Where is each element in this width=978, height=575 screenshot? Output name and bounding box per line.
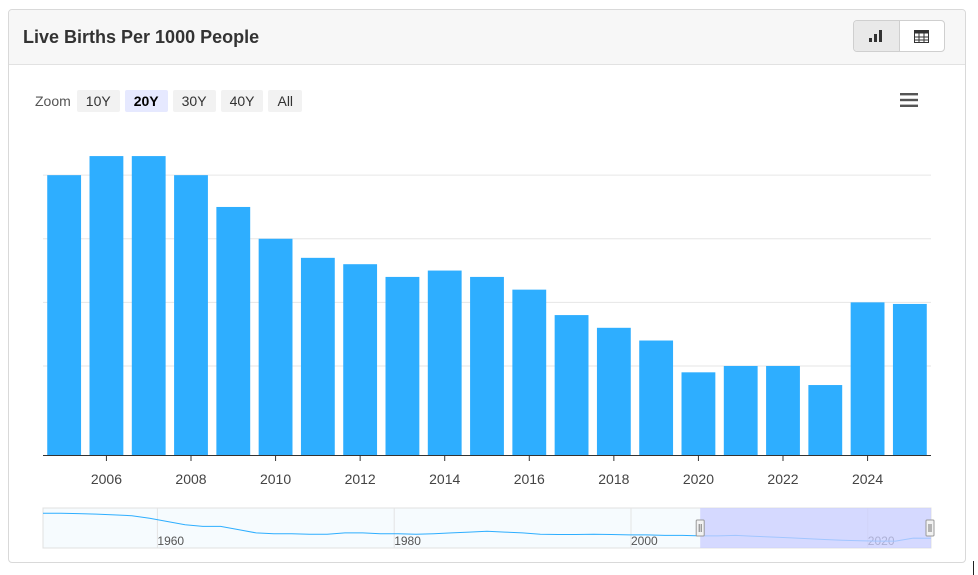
zoom-30y-button[interactable]: 30Y: [172, 90, 216, 112]
bar-2020: [681, 372, 716, 455]
bar-2019: [639, 340, 674, 455]
navigator-selection: [700, 508, 931, 548]
bar-2015: [470, 276, 504, 455]
bar-2008: [174, 175, 208, 455]
x-tick-label-2010: 2010: [260, 471, 291, 487]
card-header: Live Births Per 1000 People: [9, 10, 965, 65]
bar-2006: [89, 156, 124, 455]
bar-2010: [258, 238, 293, 455]
bar-2005: [47, 175, 82, 455]
x-tick-label-2012: 2012: [345, 471, 376, 487]
zoom-all-button[interactable]: All: [268, 90, 303, 112]
bar-chart-icon: [869, 30, 883, 42]
bar-2025: [892, 303, 927, 455]
zoom-20y-button[interactable]: 20Y: [124, 90, 168, 112]
bar-2009: [216, 206, 251, 455]
text-cursor: [973, 561, 974, 575]
bar-2021: [723, 365, 758, 455]
x-tick-label-2024: 2024: [852, 471, 883, 487]
hamburger-menu-icon[interactable]: [900, 92, 918, 108]
table-view-button[interactable]: [900, 21, 945, 51]
bar-2016: [512, 289, 547, 455]
bar-2018: [596, 327, 631, 455]
x-tick-label-2018: 2018: [598, 471, 629, 487]
chart-view-button[interactable]: [854, 21, 900, 51]
x-tick-label-2008: 2008: [175, 471, 206, 487]
navigator-right-handle[interactable]: [925, 519, 935, 537]
page-title: Live Births Per 1000 People: [23, 27, 260, 47]
zoom-bar: Zoom 10Y 20Y 30Y 40Y All: [35, 90, 307, 112]
bar-2023: [808, 385, 843, 455]
x-tick-label-2020: 2020: [683, 471, 714, 487]
navigator-tick-label-1960: 1960: [157, 534, 184, 548]
view-toggle: [853, 20, 945, 52]
navigator-left-handle[interactable]: [695, 519, 705, 537]
bar-2022: [766, 365, 800, 455]
chart-card: Live Births Per 1000 People: [8, 9, 966, 563]
bar-2007: [131, 156, 166, 455]
bar-2013: [385, 276, 420, 455]
bar-2011: [300, 257, 335, 455]
x-tick-label-2014: 2014: [429, 471, 460, 487]
bar-2017: [554, 315, 589, 455]
bar-2014: [427, 270, 462, 455]
table-icon: [914, 29, 930, 43]
zoom-10y-button[interactable]: 10Y: [76, 90, 120, 112]
zoom-label: Zoom: [35, 93, 71, 109]
zoom-40y-button[interactable]: 40Y: [220, 90, 264, 112]
bar-2024: [850, 302, 885, 455]
x-tick-label-2022: 2022: [767, 471, 798, 487]
x-tick-label-2016: 2016: [514, 471, 545, 487]
bar-2012: [343, 264, 378, 455]
navigator-tick-label-2000: 2000: [631, 534, 658, 548]
x-tick-label-2006: 2006: [91, 471, 122, 487]
navigator-tick-label-1980: 1980: [394, 534, 421, 548]
